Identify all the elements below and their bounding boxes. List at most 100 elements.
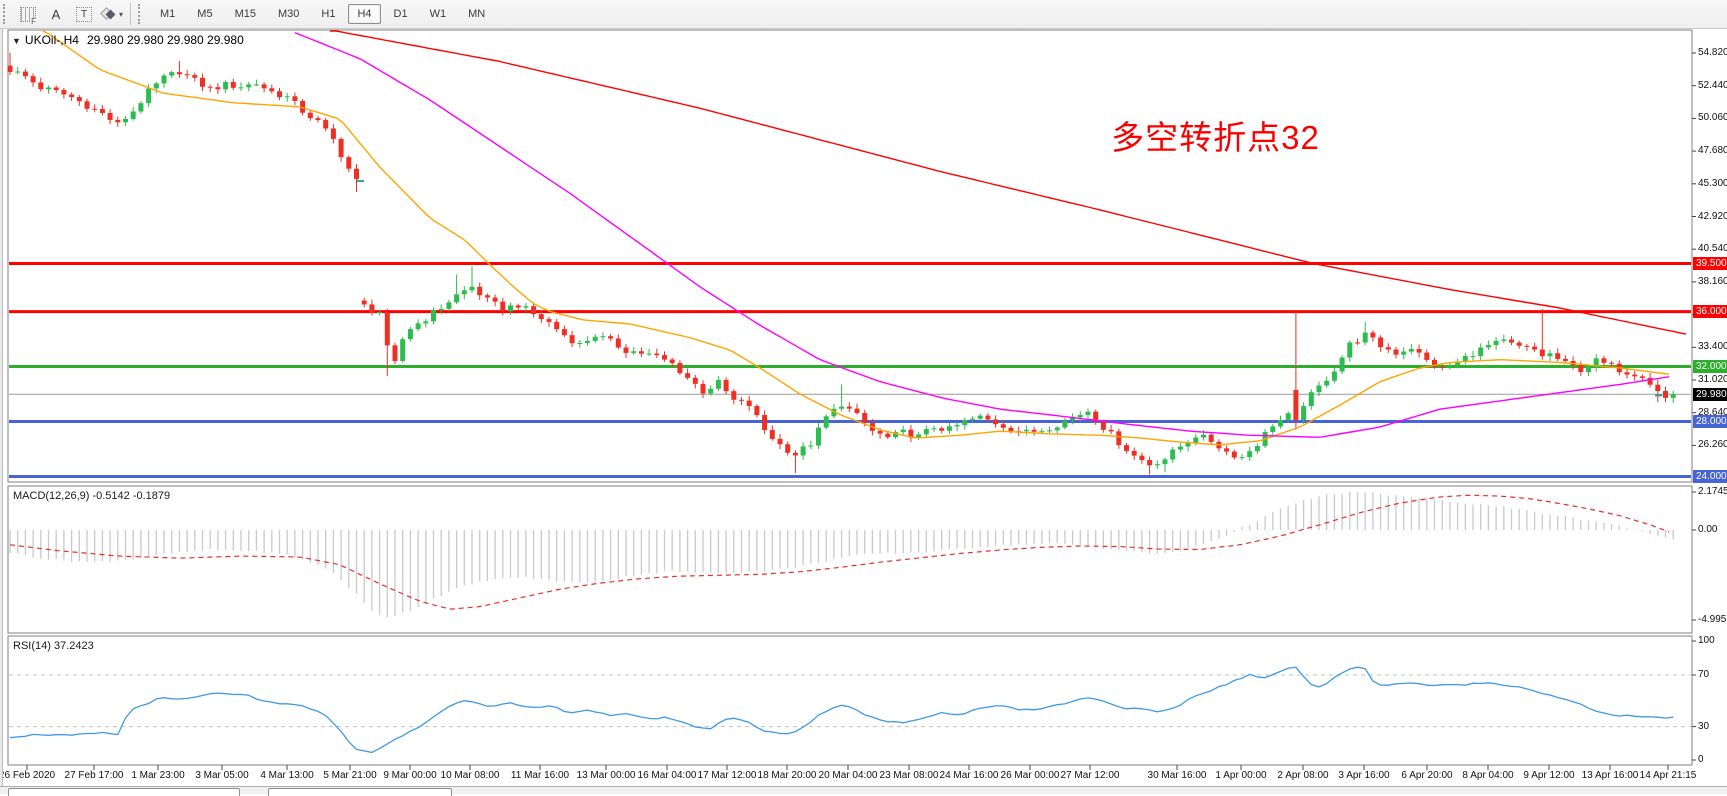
time-axis-label: 23 Mar 08:00	[879, 770, 939, 781]
timeframe-button-W1[interactable]: W1	[421, 4, 456, 24]
grid-tool-button[interactable]: F	[15, 2, 41, 26]
price-tick-label: 31.020	[1698, 374, 1727, 385]
time-axis-label: 6 Apr 20:00	[1401, 770, 1453, 781]
arrow-marker-1	[1655, 394, 1662, 397]
macd-scale-label: 0.00	[1698, 524, 1718, 535]
time-axis-label: 8 Apr 04:00	[1462, 770, 1514, 781]
time-axis-label: 4 Mar 13:00	[260, 770, 314, 781]
time-axis-label: 13 Apr 16:00	[1581, 770, 1639, 781]
time-axis-label: 1 Mar 23:00	[131, 770, 185, 781]
price-tick-label: 50.060	[1698, 112, 1727, 124]
toolbar: F A T ▾ M1 M5 M15 M30 H1 H4 D1 W1 MN	[0, 0, 1727, 29]
timeframe-group: M1 M5 M15 M30 H1 H4 D1 W1 MN	[149, 4, 496, 24]
text-box-icon: T	[76, 6, 92, 22]
price-tick-label: 47.680	[1698, 145, 1727, 157]
price-tick-label: 42.920	[1698, 210, 1727, 222]
price-tick-label: 26.260	[1698, 439, 1727, 451]
drawing-tools-group: F A T ▾	[14, 2, 126, 26]
price-badge-36.000: 36.000	[1693, 305, 1727, 319]
price-badge-24.000: 24.000	[1693, 469, 1727, 483]
toolbar-drag-handle-2[interactable]	[138, 4, 146, 24]
time-axis-label: 5 Mar 21:00	[323, 770, 377, 781]
time-axis-label: 17 Mar 12:00	[697, 770, 757, 781]
time-axis-label: 20 Mar 04:00	[818, 770, 878, 781]
time-axis-label: 10 Mar 08:00	[440, 770, 500, 781]
timeframe-button-M30[interactable]: M30	[269, 4, 308, 24]
time-axis-label: 24 Mar 16:00	[939, 770, 999, 781]
time-axis-label: 27 Feb 17:00	[64, 770, 124, 781]
timeframe-button-M1[interactable]: M1	[151, 4, 184, 24]
rsi-line	[9, 666, 1674, 754]
rsi-label: RSI(14) 37.2423	[13, 640, 94, 652]
chart-tab[interactable]	[268, 788, 452, 796]
price-badge-32.000: 32.000	[1693, 360, 1727, 374]
macd-scale-label: 2.1745	[1698, 486, 1727, 497]
price-tick-label: 52.440	[1698, 79, 1727, 91]
time-axis-label: 11 Mar 16:00	[510, 770, 570, 781]
time-axis-label: 18 Mar 20:00	[757, 770, 817, 781]
text-label-tool-button[interactable]: A	[43, 2, 69, 26]
ohlc-values: 29.980 29.980 29.980 29.980	[86, 33, 244, 47]
price-badge-39.500: 39.500	[1693, 256, 1727, 270]
chart-dropdown-icon[interactable]: ▼	[12, 36, 21, 46]
timeframe-button-H4[interactable]: H4	[348, 4, 381, 24]
macd-histogram	[9, 491, 1674, 618]
text-label-icon: A	[51, 6, 61, 22]
timeframe-button-H1[interactable]: H1	[312, 4, 344, 24]
time-axis-label: 16 Mar 04:00	[637, 770, 697, 781]
price-tick-label: 45.300	[1698, 177, 1727, 189]
chart-text-annotation: 多空转折点32	[1111, 119, 1320, 156]
shapes-tool-button[interactable]: ▾	[99, 2, 125, 26]
time-axis-label: 1 Apr 00:00	[1215, 770, 1267, 781]
price-tick-label: 54.820	[1698, 47, 1727, 58]
time-scale[interactable]	[8, 765, 1692, 785]
current-price-badge: 29.980	[1693, 387, 1727, 401]
time-axis-label: 2 Apr 08:00	[1277, 770, 1329, 781]
time-axis-label: 9 Apr 12:00	[1523, 770, 1575, 781]
timeframe-button-MN[interactable]: MN	[459, 4, 494, 24]
macd-label: MACD(12,26,9) -0.5142 -0.1879	[13, 490, 171, 502]
chart-title: ▼ UKOil-,H4 29.980 29.980 29.980 29.980	[12, 33, 244, 47]
main-panel-frame	[7, 29, 1693, 483]
timeframe-button-M15[interactable]: M15	[226, 4, 265, 24]
time-axis-label: 27 Mar 12:00	[1060, 770, 1120, 781]
rsi-scale-label: 70	[1698, 669, 1710, 680]
time-axis-label: 9 Mar 00:00	[383, 770, 437, 781]
toolbar-drag-handle[interactable]	[3, 4, 11, 24]
toolbar-separator	[130, 3, 131, 25]
price-tick-label: 28.640	[1698, 406, 1727, 418]
rsi-scale-label: 100	[1698, 635, 1715, 646]
rsi-panel-frame	[7, 635, 1693, 766]
chart-tab[interactable]	[8, 788, 240, 796]
time-axis-label: 13 Mar 00:00	[576, 770, 636, 781]
symbol-timeframe-label: UKOil-,H4	[24, 33, 79, 47]
dropdown-caret-icon: ▾	[118, 9, 123, 19]
timeframe-button-D1[interactable]: D1	[385, 4, 417, 24]
time-axis-label: 3 Apr 16:00	[1338, 770, 1390, 781]
text-box-tool-button[interactable]: T	[71, 2, 97, 26]
rsi-scale-label: 0	[1698, 754, 1704, 765]
rsi-scale-label: 30	[1698, 720, 1710, 732]
chart-tab-bar	[0, 786, 1727, 796]
shapes-icon	[100, 7, 117, 21]
price-scale[interactable]	[1692, 30, 1727, 765]
time-axis-label: 26 Mar 00:00	[1000, 770, 1060, 781]
price-tick-label: 40.540	[1698, 243, 1727, 255]
fast-ma-orange-line	[42, 30, 1670, 446]
price-tick-label: 33.400	[1698, 341, 1727, 353]
timeframe-button-M5[interactable]: M5	[188, 4, 221, 24]
window-left-edge	[0, 29, 3, 786]
time-axis-label: 26 Feb 2020	[0, 770, 56, 781]
price-tick-label: 38.160	[1698, 275, 1727, 287]
slow-ma-red-line	[330, 30, 1687, 335]
macd-scale-label: -4.9955	[1698, 614, 1727, 625]
time-axis-label: 30 Mar 16:00	[1147, 770, 1207, 781]
grid-icon: F	[20, 6, 36, 25]
mid-ma-magenta-line	[294, 32, 1670, 438]
arrow-marker-0	[357, 180, 364, 183]
time-axis-label: 3 Mar 05:00	[195, 770, 249, 781]
macd-panel-frame	[7, 485, 1693, 634]
price-badge-28.000: 28.000	[1693, 415, 1727, 428]
